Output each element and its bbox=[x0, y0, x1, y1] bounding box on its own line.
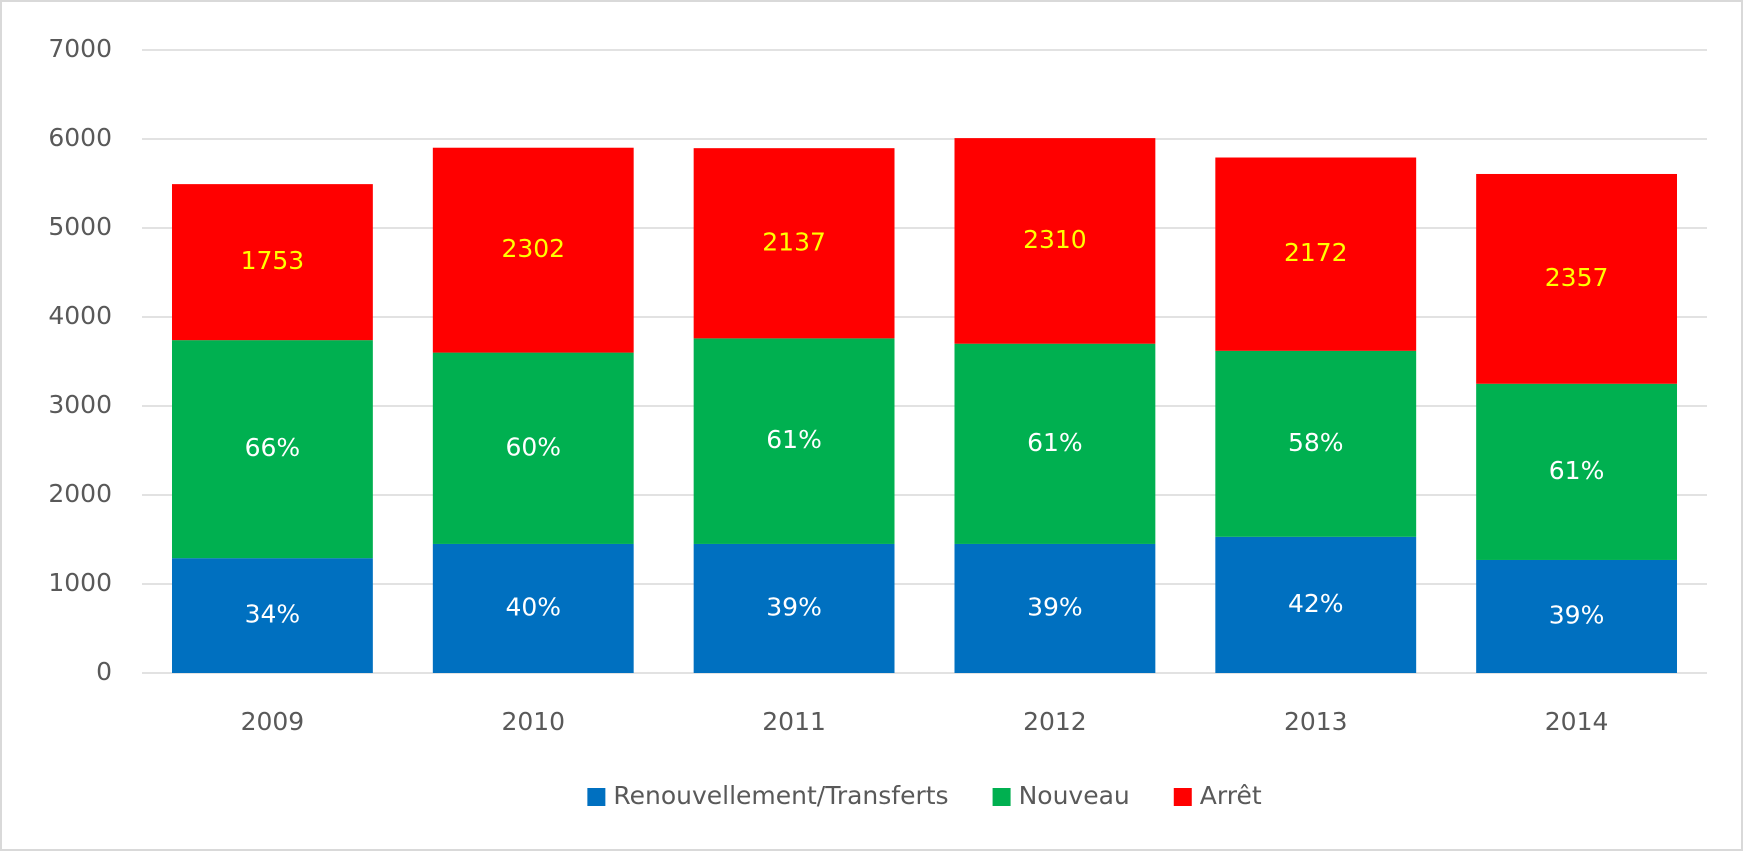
bar-segment bbox=[1215, 157, 1417, 351]
legend-swatch bbox=[992, 788, 1011, 806]
bar-segment bbox=[954, 343, 1156, 544]
bar-segment bbox=[1215, 536, 1417, 673]
data-label: 39% bbox=[766, 592, 822, 621]
bar-segment bbox=[1476, 559, 1678, 673]
bar-segment bbox=[171, 340, 373, 559]
bar-segment bbox=[432, 147, 634, 353]
data-label: 1753 bbox=[241, 246, 305, 275]
bar-segment bbox=[693, 338, 895, 544]
data-label: 58% bbox=[1288, 428, 1344, 457]
bar-segment bbox=[171, 184, 373, 341]
x-tick-label: 2011 bbox=[762, 707, 826, 736]
x-tick-label: 2013 bbox=[1284, 707, 1348, 736]
legend-swatch bbox=[587, 788, 606, 806]
legend-swatch bbox=[1173, 788, 1192, 806]
bar-segment bbox=[954, 138, 1156, 344]
legend: Renouvellement/Transferts Nouveau Arrêt bbox=[587, 781, 1262, 810]
bar-segment bbox=[432, 352, 634, 544]
legend-label: Renouvellement/Transferts bbox=[613, 781, 948, 810]
bar-segment bbox=[1476, 383, 1678, 560]
bar-segment bbox=[693, 148, 895, 339]
data-label: 40% bbox=[505, 592, 561, 621]
y-tick-label: 4000 bbox=[48, 301, 112, 330]
data-label: 2357 bbox=[1545, 263, 1609, 292]
y-tick-label: 1000 bbox=[48, 568, 112, 597]
y-tick-label: 2000 bbox=[48, 479, 112, 508]
bar-segment bbox=[1476, 173, 1678, 384]
y-tick-label: 7000 bbox=[48, 34, 112, 63]
x-tick-label: 2010 bbox=[501, 707, 565, 736]
bar-segment bbox=[171, 558, 373, 673]
y-tick-label: 3000 bbox=[48, 390, 112, 419]
data-label: 39% bbox=[1027, 592, 1083, 621]
bar-segment bbox=[954, 543, 1156, 673]
data-label: 39% bbox=[1549, 600, 1605, 629]
data-label: 61% bbox=[1549, 456, 1605, 485]
legend-label: Arrêt bbox=[1200, 781, 1262, 810]
data-label: 2172 bbox=[1284, 238, 1348, 267]
data-label: 61% bbox=[1027, 428, 1083, 457]
y-tick-label: 0 bbox=[96, 657, 112, 686]
data-label: 60% bbox=[505, 432, 561, 461]
x-tick-label: 2009 bbox=[241, 707, 305, 736]
data-label: 42% bbox=[1288, 589, 1344, 618]
data-label: 61% bbox=[766, 425, 822, 454]
data-label: 2137 bbox=[762, 227, 826, 256]
y-tick-label: 6000 bbox=[48, 123, 112, 152]
x-tick-label: 2014 bbox=[1545, 707, 1609, 736]
data-label: 2302 bbox=[501, 234, 565, 263]
y-tick-label: 5000 bbox=[48, 212, 112, 241]
data-label: 2310 bbox=[1023, 225, 1087, 254]
legend-label: Nouveau bbox=[1019, 781, 1130, 810]
bar-segment bbox=[693, 543, 895, 673]
x-tick-label: 2012 bbox=[1023, 707, 1087, 736]
bar-segment bbox=[432, 543, 634, 673]
data-label: 66% bbox=[245, 433, 301, 462]
bar-segment bbox=[1215, 350, 1417, 537]
data-label: 34% bbox=[245, 600, 301, 629]
